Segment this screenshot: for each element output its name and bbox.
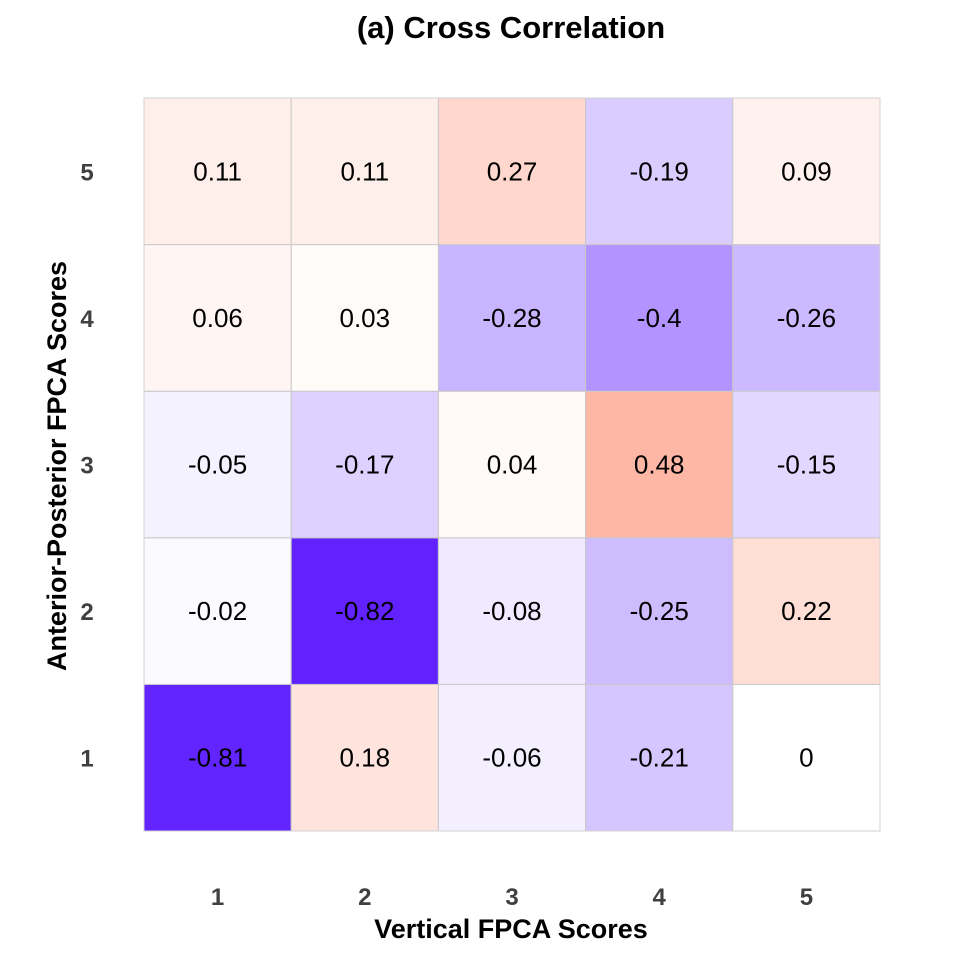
cell-value-label: -0.08 xyxy=(482,596,541,626)
y-tick-label: 1 xyxy=(80,746,93,773)
cell-value-label: -0.82 xyxy=(335,596,394,626)
cell-value-label: 0.27 xyxy=(487,156,538,186)
cell-value-label: -0.25 xyxy=(630,596,689,626)
cell-value-label: -0.19 xyxy=(630,156,689,186)
cell-value-label: 0.48 xyxy=(634,450,685,480)
chart-title: (a) Cross Correlation xyxy=(357,10,665,45)
cell-value-label: 0.22 xyxy=(781,596,832,626)
heatmap-cell xyxy=(290,390,439,539)
plot-frame xyxy=(143,97,881,832)
cell-value-label: 0.18 xyxy=(339,743,390,773)
cell-value-label: -0.06 xyxy=(482,743,541,773)
cell-value-label: 0.09 xyxy=(781,156,832,186)
x-tick-label: 5 xyxy=(800,884,813,911)
cell-value-label: -0.15 xyxy=(777,450,836,480)
cell-value-label: -0.21 xyxy=(630,743,689,773)
heatmap-cell xyxy=(437,244,587,392)
y-tick-label: 5 xyxy=(80,159,93,186)
cell-value-label: -0.02 xyxy=(188,596,247,626)
heatmap-cell xyxy=(732,390,881,539)
cell-value-label: 0.03 xyxy=(339,303,390,333)
heatmap-cell xyxy=(143,537,292,685)
cell-value-label: -0.05 xyxy=(188,450,247,480)
y-axis-title: Anterior-Posterior FPCA Scores xyxy=(42,261,72,671)
cell-value-label: 0.11 xyxy=(193,156,242,186)
heatmap-cell xyxy=(732,244,881,392)
heatmap-cell xyxy=(732,97,881,246)
cell-value-label: 0.11 xyxy=(340,156,389,186)
heatmap-cell xyxy=(143,97,292,246)
cell-value-label: 0 xyxy=(799,743,813,773)
heatmap-cell xyxy=(437,97,587,246)
x-tick-label: 3 xyxy=(505,884,518,911)
cell-value-label: 0.06 xyxy=(192,303,243,333)
x-tick-label: 4 xyxy=(653,884,667,911)
cell-value-label: -0.26 xyxy=(777,303,836,333)
heatmap-cell xyxy=(290,537,439,685)
heatmap-cell xyxy=(290,683,439,832)
cell-value-label: -0.4 xyxy=(637,303,682,333)
heatmap-cell xyxy=(732,683,881,832)
heatmap-cell xyxy=(143,683,292,832)
heatmap-cell xyxy=(732,537,881,685)
cell-value-label: -0.28 xyxy=(482,303,541,333)
x-tick-label: 2 xyxy=(358,884,371,911)
y-tick-label: 4 xyxy=(80,306,94,333)
heatmap-cell xyxy=(585,244,734,392)
heatmap-cells: -0.81 0.18 -0.06 -0.21 0 -0.02 -0.82 -0.08 -0.25… xyxy=(143,97,881,832)
x-axis-title: Vertical FPCA Scores xyxy=(374,914,648,944)
heatmap-cell xyxy=(585,683,734,832)
axis-ticks: 1 2 3 4 5 1 2 3 4 5 xyxy=(80,159,813,911)
heatmap-cell xyxy=(437,390,587,539)
heatmap-cell xyxy=(585,537,734,685)
cell-value-label: -0.17 xyxy=(335,450,394,480)
x-tick-label: 1 xyxy=(211,884,224,911)
y-tick-label: 2 xyxy=(80,599,93,626)
cell-value-label: -0.81 xyxy=(188,743,247,773)
heatmap-cell xyxy=(290,244,439,392)
y-tick-label: 3 xyxy=(80,453,93,480)
cell-value-label: 0.04 xyxy=(487,450,538,480)
heatmap-cell xyxy=(437,537,587,685)
